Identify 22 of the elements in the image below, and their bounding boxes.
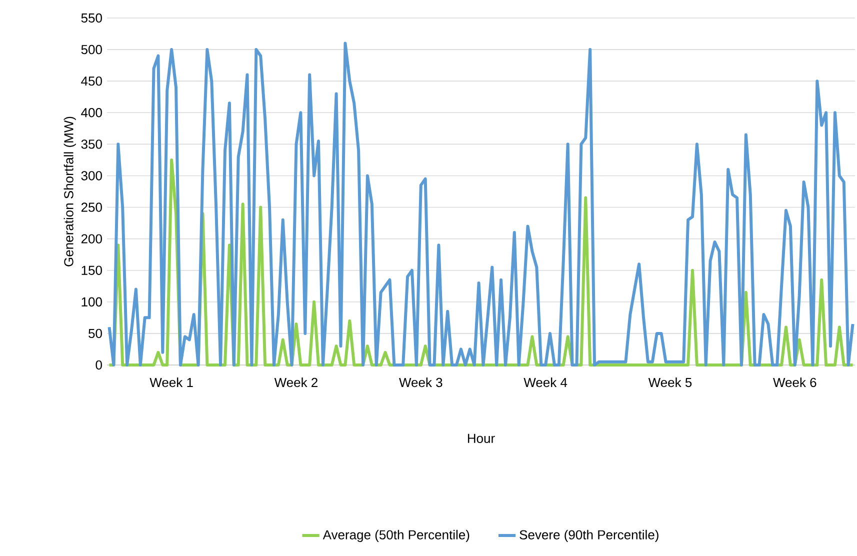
x-tick-label: Week 5 bbox=[648, 378, 692, 388]
y-tick-label: 300 bbox=[81, 171, 102, 180]
y-tick-label: 250 bbox=[81, 202, 102, 212]
x-tick-label: Week 2 bbox=[274, 378, 318, 388]
y-tick-label: 450 bbox=[81, 76, 102, 86]
x-tick-label: Week 6 bbox=[773, 378, 816, 388]
x-axis-title: Hour bbox=[468, 434, 495, 443]
legend-label: Average (50th Percentile) bbox=[322, 530, 470, 542]
x-tick-label: Week 1 bbox=[150, 378, 193, 388]
x-tick-label: Week 3 bbox=[399, 378, 442, 388]
y-tick-label: 500 bbox=[81, 44, 102, 54]
legend-label: Severe (90th Percentile) bbox=[520, 530, 658, 542]
y-tick-label: 350 bbox=[81, 140, 102, 149]
y-tick-label: 150 bbox=[82, 266, 102, 275]
x-tick-label: Week 4 bbox=[524, 378, 568, 388]
y-tick-label: 550 bbox=[81, 13, 102, 23]
y-tick-label: 200 bbox=[81, 234, 102, 244]
y-tick-label: 50 bbox=[88, 328, 102, 338]
y-axis-title: Generation Shortfall (MW) bbox=[64, 116, 76, 266]
y-tick-label: 0 bbox=[96, 360, 102, 370]
y-tick-label: 100 bbox=[82, 297, 102, 306]
y-tick-label: 400 bbox=[81, 108, 102, 118]
